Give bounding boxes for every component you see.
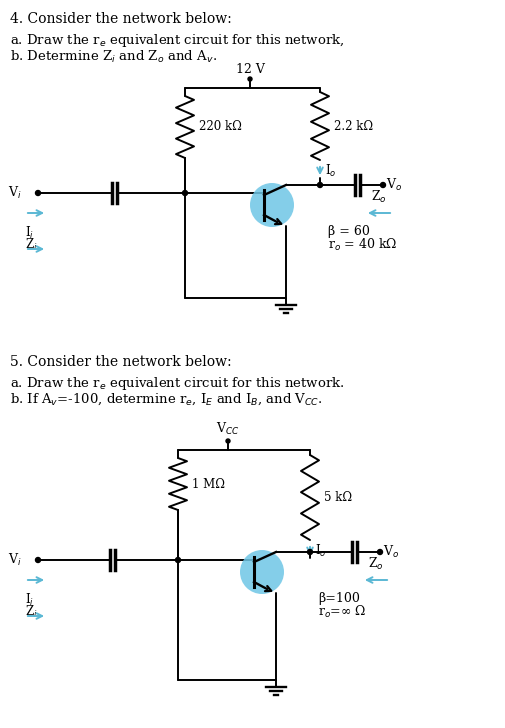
Text: I$_{o}$: I$_{o}$ <box>325 163 336 179</box>
Text: V$_{CC}$: V$_{CC}$ <box>216 421 240 437</box>
Text: β=100: β=100 <box>318 592 360 605</box>
Text: 1 MΩ: 1 MΩ <box>192 478 225 491</box>
Circle shape <box>176 558 180 563</box>
Text: Z$_{o}$: Z$_{o}$ <box>368 556 384 572</box>
Text: 220 kΩ: 220 kΩ <box>199 121 242 133</box>
Text: 5 kΩ: 5 kΩ <box>324 491 352 504</box>
Circle shape <box>380 183 385 188</box>
Circle shape <box>35 558 40 563</box>
Text: 2.2 kΩ: 2.2 kΩ <box>334 119 373 132</box>
Text: r$_{o}$ = 40 kΩ: r$_{o}$ = 40 kΩ <box>328 237 397 253</box>
Text: a. Draw the r$_{e}$ equivalent circuit for this network,: a. Draw the r$_{e}$ equivalent circuit f… <box>10 32 344 49</box>
Text: a. Draw the r$_{e}$ equivalent circuit for this network.: a. Draw the r$_{e}$ equivalent circuit f… <box>10 375 344 392</box>
Text: 4. Consider the network below:: 4. Consider the network below: <box>10 12 232 26</box>
Text: V$_{o}$: V$_{o}$ <box>383 544 399 560</box>
Circle shape <box>182 191 187 196</box>
Circle shape <box>308 550 313 555</box>
Text: V$_{i}$: V$_{i}$ <box>9 552 22 568</box>
Circle shape <box>240 550 284 594</box>
Text: V$_{o}$: V$_{o}$ <box>386 177 402 193</box>
Circle shape <box>250 183 294 227</box>
Text: r$_{o}$=∞ Ω: r$_{o}$=∞ Ω <box>318 604 366 620</box>
Circle shape <box>318 183 323 188</box>
Text: b. Determine Z$_{i}$ and Z$_{o}$ and A$_{v}$.: b. Determine Z$_{i}$ and Z$_{o}$ and A$_… <box>10 49 217 65</box>
Text: b. If A$_{v}$=-100, determine r$_{e}$, I$_{E}$ and I$_{B}$, and V$_{CC}$.: b. If A$_{v}$=-100, determine r$_{e}$, I… <box>10 392 323 408</box>
Text: 12 V: 12 V <box>235 63 265 76</box>
Text: Z$_{o}$: Z$_{o}$ <box>371 189 387 205</box>
Circle shape <box>226 439 230 443</box>
Text: I$_{i}$: I$_{i}$ <box>25 225 34 241</box>
Text: I$_{i}$: I$_{i}$ <box>25 592 34 608</box>
Text: Z$_{i}$: Z$_{i}$ <box>25 237 37 253</box>
Text: 5. Consider the network below:: 5. Consider the network below: <box>10 355 232 369</box>
Circle shape <box>378 550 382 555</box>
Circle shape <box>248 77 252 81</box>
Text: I$_{o}$: I$_{o}$ <box>315 543 326 559</box>
Text: Z$_{i}$: Z$_{i}$ <box>25 604 37 620</box>
Text: V$_{i}$: V$_{i}$ <box>9 185 22 201</box>
Circle shape <box>35 191 40 196</box>
Text: β = 60: β = 60 <box>328 225 370 238</box>
